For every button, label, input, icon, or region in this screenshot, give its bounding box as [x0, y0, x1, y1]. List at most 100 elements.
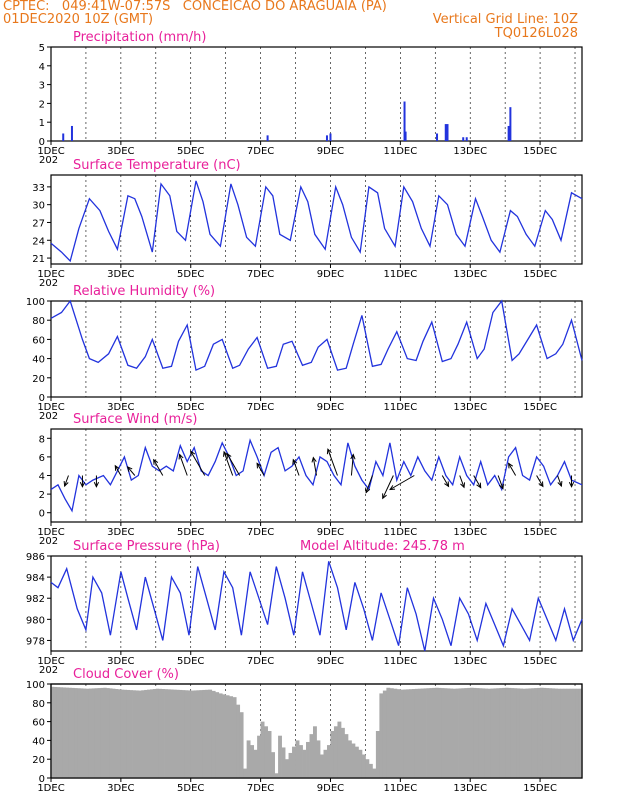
cloud-bar: [566, 688, 571, 778]
grid-line-note: Vertical Grid Line: 10Z: [432, 12, 578, 27]
cloud-bar: [77, 688, 81, 778]
precip-bar: [266, 135, 269, 141]
cloud-bar: [278, 735, 282, 778]
cloud-bar: [484, 688, 489, 778]
cloud-bar: [205, 689, 209, 778]
wind-xtick-label: 5DEC: [177, 527, 204, 538]
cloud-bar: [344, 734, 349, 778]
cloud-bar: [173, 689, 177, 778]
precip-xtick-label: 11DEC: [383, 146, 417, 157]
cloud-bar: [528, 688, 532, 778]
cloud-bar: [316, 740, 321, 778]
cloud-bar: [274, 773, 279, 778]
cloud-bar: [452, 688, 457, 778]
wind-xtick-label: 15DEC: [523, 527, 557, 538]
cloud-bar: [232, 697, 237, 778]
cloud-bar: [499, 688, 503, 778]
cloud-bar: [382, 690, 387, 778]
cloud-bar: [490, 688, 494, 778]
cloud-ytick-label: 80: [32, 699, 45, 710]
precip-title: Precipitation (mm/h): [73, 30, 206, 45]
cloud-bar: [323, 749, 328, 778]
cloud-bar: [253, 749, 258, 778]
cloud-bar: [389, 688, 394, 778]
cloud-bar: [229, 696, 234, 778]
cloud-bar: [508, 687, 512, 778]
cloud-bar: [414, 688, 419, 778]
cloud-bar: [120, 689, 125, 778]
cloud-bar: [435, 687, 439, 778]
rh-year-label: 202: [39, 411, 58, 422]
model-id: TQ0126L028: [494, 26, 578, 41]
temp-ytick-label: 24: [32, 236, 45, 247]
wind-arrow: [473, 475, 482, 488]
cloud-bar: [409, 689, 413, 778]
pressure-xtick-label: 7DEC: [247, 656, 274, 667]
wind-arrow: [389, 475, 415, 490]
rh-xtick-label: 1DEC: [37, 402, 64, 413]
temp-xtick-label: 7DEC: [247, 269, 274, 280]
wind-title: Surface Wind (m/s): [73, 412, 197, 427]
cloud-bar: [129, 690, 133, 778]
cloud-bar: [575, 688, 580, 778]
wind-arrow-head: [350, 453, 356, 460]
cloud-bar: [361, 754, 366, 778]
cloud-bar: [372, 768, 377, 778]
wind-arrow: [350, 454, 354, 476]
cloud-bar: [285, 759, 289, 778]
wind-xtick-label: 7DEC: [247, 527, 274, 538]
wind-arrow: [441, 475, 449, 487]
pressure-xtick-label: 1DEC: [37, 656, 64, 667]
wind-arrow-head: [444, 481, 450, 488]
wind-xtick-label: 11DEC: [383, 527, 417, 538]
panel-rh: [47, 299, 583, 401]
wind-arrow-head: [190, 450, 196, 457]
cloud-bar: [85, 688, 90, 778]
temp-xtick-label: 5DEC: [177, 269, 204, 280]
cloud-bar: [525, 688, 529, 778]
cloud-bar: [179, 689, 183, 778]
cloud-bar: [330, 731, 335, 778]
cloud-bar: [117, 689, 122, 778]
cloud-bar: [264, 726, 268, 778]
wind-arrow: [497, 475, 504, 489]
pressure-ytick-label: 986: [26, 552, 45, 563]
cloud-bar: [91, 688, 96, 778]
cloud-bar: [62, 687, 66, 778]
temp-xtick-label: 9DEC: [317, 269, 344, 280]
cloud-bar: [563, 688, 568, 778]
wind-arrow-head: [63, 480, 69, 488]
rh-xtick-label: 3DEC: [107, 402, 134, 413]
cloud-bar: [71, 687, 75, 778]
cloud-bar: [59, 687, 64, 778]
cloud-bar: [429, 688, 433, 778]
temp-xtick-label: 15DEC: [523, 269, 557, 280]
cloud-bar: [74, 688, 78, 778]
cloud-bar: [190, 690, 195, 778]
precip-bar: [436, 133, 439, 141]
precip-bar: [444, 124, 447, 141]
cloud-bar: [167, 689, 171, 778]
wind-arrow-head: [126, 466, 133, 472]
rh-title: Relative Humidity (%): [73, 284, 215, 299]
wind-arrow-head: [460, 482, 466, 489]
wind-arrow-head: [365, 487, 371, 494]
cloud-bar: [152, 689, 157, 778]
wind-arrow: [382, 475, 394, 499]
cloud-bar: [487, 688, 491, 778]
pressure-xtick-label: 9DEC: [317, 656, 344, 667]
model-altitude: Model Altitude: 245.78 m: [300, 539, 465, 554]
rh-xtick-label: 13DEC: [453, 402, 487, 413]
precip-ytick-label: 3: [39, 81, 45, 92]
pressure-ytick-label: 978: [26, 636, 45, 647]
cloud-bar: [438, 687, 442, 778]
cloud-bar: [375, 731, 380, 778]
rh-series-line: [50, 299, 583, 372]
cloud-bar: [423, 688, 427, 778]
panel-precip: [47, 46, 583, 145]
wind-arrow-head: [568, 481, 575, 488]
cloud-bar: [578, 688, 583, 778]
cloud-bar: [481, 688, 486, 778]
cloud-bar: [144, 689, 148, 778]
cloud-bar: [208, 689, 213, 778]
